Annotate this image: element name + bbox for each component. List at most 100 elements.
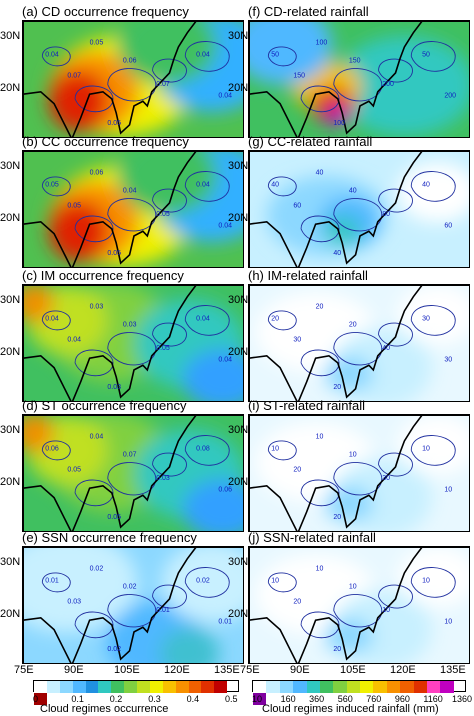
colorbar-swatch [137,681,150,693]
coastline [249,285,423,401]
panel-title-a: (a) CD occurrence frequency [22,4,189,19]
contour-line [74,215,114,243]
contour-label: 0.04 [218,357,232,364]
contour-line [267,46,297,67]
contour-line [74,611,114,639]
contour-line [333,332,383,366]
map-panel-a: (a) CD occurrence frequency 0.04 0.05 0.07 0… [0,4,244,138]
colorbar-swatch [111,681,125,693]
contour-label: 0.01 [156,607,170,614]
colorbar-swatch [440,681,454,693]
colorbar-swatch [175,681,189,693]
contour-label: 0.06 [90,170,104,177]
contour-line [378,584,413,609]
contour-label: 20 [293,467,301,474]
field-shading-3 [182,349,243,401]
latitude-label: 30N [0,160,21,172]
map-field-e: 0.01 0.02 0.03 0.02 0.01 0.02 0.02 0.01 [22,546,244,664]
contour-label: 0.05 [156,211,170,218]
latitude-label: 20N [0,476,21,488]
contour-label: 0.04 [218,223,232,230]
contour-line [300,85,340,113]
colorbar-tick-label: 560 [337,694,353,704]
contour-label: 0.04 [45,315,59,322]
contour-label: 0.07 [123,451,137,458]
contour-label: 0.04 [90,434,104,441]
map-field-j: 10 10 20 10 10 10 20 10 [248,546,470,664]
longitude-label: 135E [440,664,466,676]
map-field-d: 0.06 0.04 0.05 0.07 0.03 0.08 0.05 0.06 [22,414,244,532]
contour-label: 0.08 [196,445,210,452]
map-panel-c: (c) IM occurrence frequency 0.04 0.03 0.04 0… [0,268,244,402]
contour-label: 0.05 [107,514,121,521]
contour-label: 200 [382,81,394,88]
contour-line [152,322,187,347]
contour-label: 0.06 [123,57,137,64]
contour-label: 0.04 [196,51,210,58]
contour-label: 40 [333,250,341,257]
latitude-label: 20N [228,82,249,94]
contour-label: 0.04 [123,187,137,194]
latitude-label: 20N [0,608,21,620]
panel-title-i: (i) ST-related rainfall [248,398,366,413]
map-panel-f: (f) CD-related rainfall 50 100 150 150 200 50 1… [228,4,470,138]
contour-label: 40 [349,187,357,194]
contour-label: 20 [333,514,341,521]
contour-label: 40 [422,181,430,188]
contour-line [410,41,456,72]
contour-label: 0.04 [218,93,232,100]
map-field-g: 40 40 60 40 80 40 40 60 [248,150,470,268]
colorbar-tick-label: 0.3 [148,694,161,704]
colorbar-tick-label: 760 [366,694,382,704]
contour-label: 50 [422,51,430,58]
map-panel-g: (g) CC-related rainfall 40 40 60 40 80 40 40 60 3… [228,134,470,268]
contour-line [184,305,230,336]
colorbar-swatch [333,681,347,693]
contour-label: 0.07 [156,81,170,88]
colorbar-left-title: Cloud regimes occurrence [40,703,169,715]
contour-label: 0.01 [218,619,232,626]
contour-line [378,188,413,213]
contour-label: 10 [422,577,430,584]
coastline [23,547,197,663]
contour-line [41,310,71,331]
longitude-label: 75E [14,664,34,676]
map-panel-i: (i) ST-related rainfall 10 10 20 10 30 10 20 10 3… [228,398,470,532]
longitude-label: 120E [164,664,190,676]
colorbar-swatch [72,681,86,693]
contour-label: 0.03 [90,304,104,311]
contour-line [267,176,297,197]
map-field-i: 10 10 20 10 30 10 20 10 [248,414,470,532]
contour-line [410,171,456,202]
colorbar-tick-label: 160 [280,694,296,704]
contour-label: 40 [271,181,279,188]
contour-label: 20 [349,321,357,328]
colorbar-swatch [373,681,387,693]
longitude-label: 120E [390,664,416,676]
latitude-label: 20N [228,608,249,620]
colorbar-swatch [360,681,374,693]
colorbar-swatch [306,681,320,693]
contour-label: 0.04 [196,315,210,322]
colorbar-swatch [253,693,267,705]
contour-line [107,594,157,628]
contour-label: 0.03 [107,384,121,391]
field-shading-2 [159,628,220,663]
contour-line [300,611,340,639]
contour-label: 100 [316,40,328,47]
colorbar-swatch [162,681,176,693]
coastline [23,415,197,531]
contour-label: 0.02 [90,566,104,573]
contour-label: 60 [293,203,301,210]
contour-line [152,58,187,83]
colorbar-swatch [279,681,294,693]
longitude-label: 135E [214,664,240,676]
contour-label: 0.03 [123,321,137,328]
contour-label: 0.03 [67,599,81,606]
contour-line [333,462,383,496]
longitude-label: 90E [64,664,84,676]
contour-label: 10 [271,445,279,452]
contour-line [41,46,71,67]
map-panel-j: (j) SSN-related rainfall 10 10 20 10 10 10 20 10… [228,530,470,664]
contour-line [41,176,71,197]
